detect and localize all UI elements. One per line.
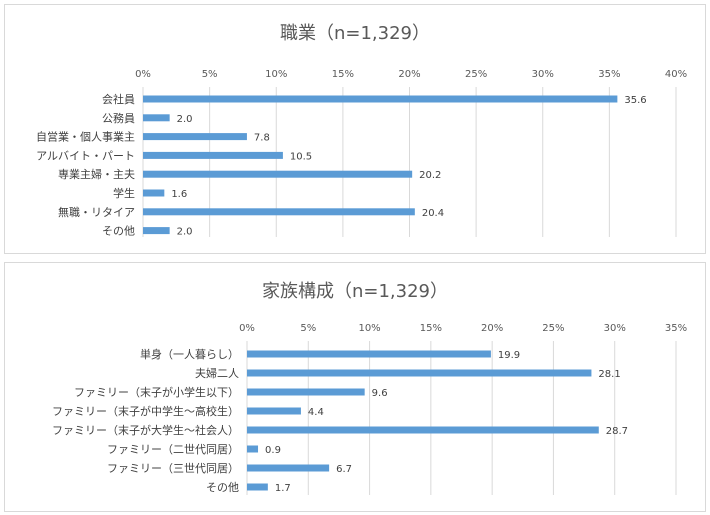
x-tick-label: 40%: [665, 69, 687, 80]
bar: [143, 189, 165, 197]
bar: [143, 133, 247, 141]
x-tick-label: 25%: [542, 323, 564, 334]
bar: [247, 407, 301, 415]
data-label: 4.4: [308, 407, 324, 418]
data-label: 28.7: [606, 426, 628, 437]
category-label: その他: [206, 481, 239, 494]
x-tick-label: 15%: [420, 323, 442, 334]
category-label: 専業主婦・主夫: [58, 167, 135, 181]
x-tick-label: 35%: [665, 323, 687, 334]
x-tick-label: 5%: [202, 69, 218, 80]
bar: [143, 170, 413, 178]
occupation-chart: 職業（n=1,329） 0% 5% 10% 15% 20% 25% 30% 35% 40% 会社員…: [4, 4, 706, 254]
category-label: その他: [102, 225, 135, 238]
category-label: 無職・リタイア: [58, 205, 135, 219]
bar: [143, 151, 283, 159]
data-label: 20.2: [419, 170, 441, 181]
data-label: 19.9: [498, 350, 520, 361]
data-label: 2.0: [177, 114, 193, 125]
category-label: 自営業・個人事業主: [36, 130, 135, 144]
x-tick-label: 30%: [532, 69, 554, 80]
category-label: 単身（一人暮らし）: [140, 347, 239, 361]
x-tick-label: 20%: [481, 323, 503, 334]
bar: [247, 350, 491, 358]
x-tick-label: 20%: [398, 69, 420, 80]
bar: [143, 227, 170, 235]
bar: [247, 388, 365, 396]
category-label: ファミリー（末子が中学生〜高校生）: [52, 404, 239, 418]
occupation-chart-svg: 職業（n=1,329） 0% 5% 10% 15% 20% 25% 30% 35% 40% 会社員…: [36, 23, 687, 238]
category-label: ファミリー（末子が大学生〜社会人）: [52, 423, 239, 437]
chart-title: 家族構成（n=1,329）: [262, 281, 448, 302]
data-label: 0.9: [265, 445, 281, 456]
data-label: 28.1: [598, 369, 620, 380]
category-label: 夫婦二人: [195, 366, 239, 380]
category-label: ファミリー（末子が小学生以下）: [74, 385, 239, 399]
data-label: 10.5: [290, 151, 312, 162]
category-label: アルバイト・パート: [36, 149, 135, 162]
data-label: 1.7: [275, 483, 291, 494]
x-tick-label: 0%: [239, 323, 255, 334]
x-tick-label: 30%: [604, 323, 626, 334]
x-tick-label: 0%: [135, 69, 151, 80]
bar: [247, 426, 599, 434]
family-structure-chart: 家族構成（n=1,329） 0% 5% 10% 15% 20% 25% 30% 35% 単身（一…: [4, 262, 706, 512]
x-tick-label: 25%: [465, 69, 487, 80]
category-label: 公務員: [102, 111, 135, 125]
family-structure-chart-svg: 家族構成（n=1,329） 0% 5% 10% 15% 20% 25% 30% 35% 単身（一…: [52, 281, 687, 495]
data-label: 7.8: [254, 133, 270, 144]
x-tick-label: 10%: [358, 323, 380, 334]
data-label: 2.0: [177, 227, 193, 238]
data-label: 35.6: [624, 95, 646, 106]
category-label: 学生: [113, 186, 135, 200]
data-label: 20.4: [422, 208, 444, 219]
x-tick-label: 35%: [598, 69, 620, 80]
category-label: ファミリー（三世代同居）: [107, 462, 239, 475]
bar: [247, 445, 259, 453]
bar: [247, 464, 330, 472]
x-tick-label: 5%: [300, 323, 316, 334]
x-tick-label: 15%: [332, 69, 354, 80]
data-label: 6.7: [336, 464, 352, 475]
bar: [247, 483, 268, 491]
bar: [247, 369, 592, 377]
bar: [143, 208, 415, 216]
bar: [143, 95, 618, 103]
category-label: 会社員: [102, 92, 135, 106]
category-label: ファミリー（二世代同居）: [107, 443, 239, 456]
data-label: 9.6: [372, 388, 388, 399]
x-tick-label: 10%: [265, 69, 287, 80]
data-label: 1.6: [171, 189, 187, 200]
bar: [143, 114, 170, 122]
chart-title: 職業（n=1,329）: [280, 23, 430, 44]
